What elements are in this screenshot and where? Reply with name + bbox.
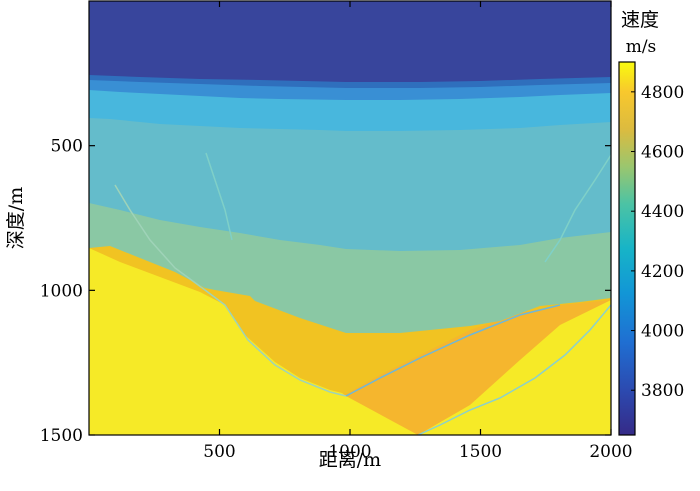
colorbar-tick-label: 4200	[641, 262, 684, 282]
y-tick-label: 500	[51, 137, 83, 157]
fault-line-left	[205, 152, 233, 241]
y-tick-label: 1500	[40, 426, 83, 446]
colorbar-gradient	[618, 61, 636, 436]
x-tick-label: 1000	[328, 442, 371, 462]
x-tick-label: 1500	[459, 442, 502, 462]
x-tick-label: 2000	[589, 442, 632, 462]
fault-line-right	[544, 154, 611, 263]
y-axis-ticks: 500 1000 1500	[40, 137, 611, 446]
layer-3700	[89, 1, 611, 82]
fault-line-right-2	[417, 304, 611, 435]
x-axis-ticks: 500 1000 1500 2000	[203, 1, 633, 462]
colorbar-tick-label: 3800	[641, 381, 684, 401]
colorbar-title: 速度	[621, 9, 659, 31]
colorbar-tick-label: 4600	[641, 143, 684, 163]
colorbar-tick-label: 4800	[641, 83, 684, 103]
x-tick-label: 500	[203, 442, 235, 462]
colorbar-tick-label: 4400	[641, 202, 684, 222]
colorbar-tick-label: 4000	[641, 322, 684, 342]
colorbar: 速度 m/s 3800 4000 4200 4400 4600 4800	[618, 9, 684, 436]
fault-line-left-2	[114, 184, 347, 397]
fault-line-center	[345, 304, 561, 397]
y-axis-label: 深度/m	[5, 187, 27, 249]
colorbar-ticks: 3800 4000 4200 4400 4600 4800	[631, 83, 684, 401]
y-tick-label: 1000	[40, 281, 83, 301]
x-axis-label: 距离/m	[319, 449, 381, 471]
velocity-image	[89, 1, 611, 435]
colorbar-unit: m/s	[626, 37, 657, 57]
